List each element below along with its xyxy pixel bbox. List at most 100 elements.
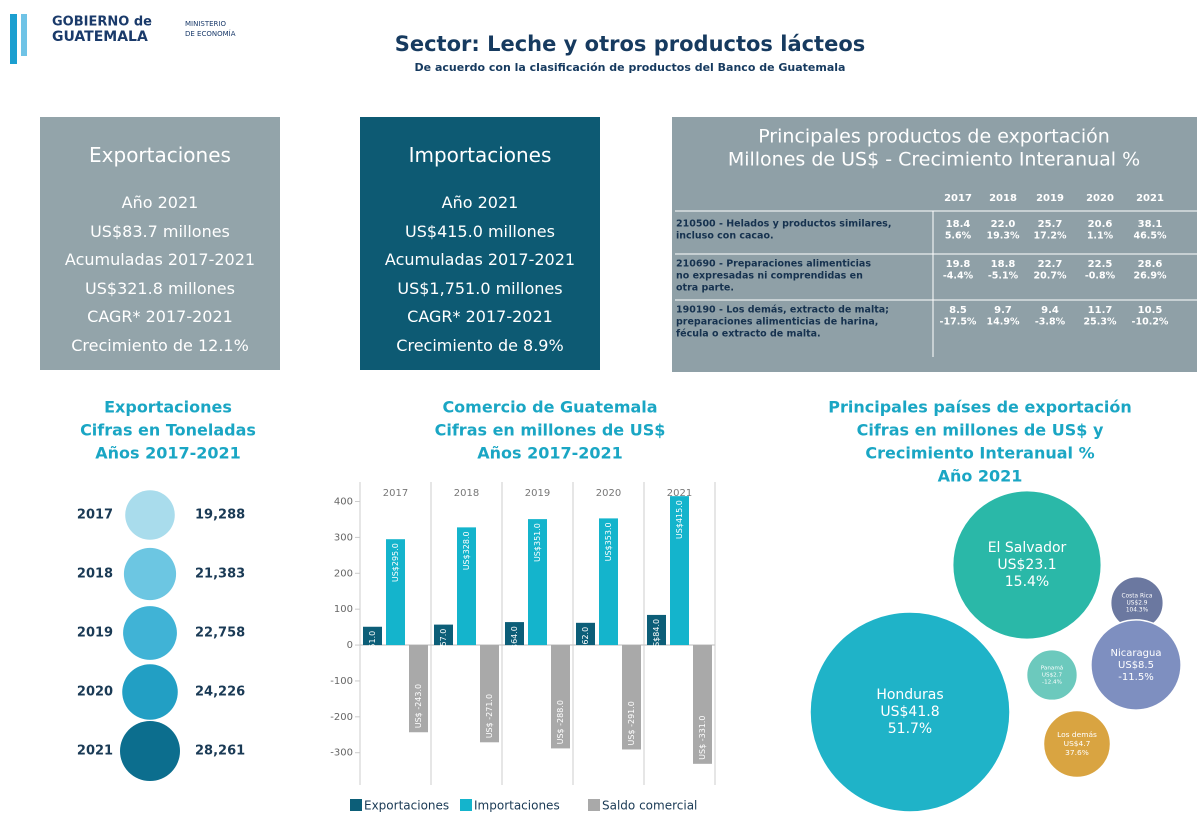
- y-tick-label: -300: [330, 748, 353, 759]
- import-card: Importaciones Año 2021 US$415.0 millones Ac…: [360, 117, 600, 370]
- country-growth: 51.7%: [888, 721, 932, 737]
- table-value: 18.4: [946, 219, 971, 230]
- legend-label: Saldo comercial: [602, 799, 697, 813]
- export-card: Exportaciones Año 2021 US$83.7 millones Acu…: [40, 117, 280, 370]
- country-value: US$4.7: [1064, 739, 1091, 748]
- table-product: 210690 - Preparaciones alimenticias: [676, 259, 871, 270]
- country-name: Costa Rica: [1122, 593, 1153, 599]
- table-growth: -17.5%: [940, 317, 977, 328]
- table-product: 210500 - Helados y productos similares,: [676, 219, 891, 230]
- bar-label: US$62.0: [581, 627, 590, 661]
- bar-label: US$415.0: [675, 500, 684, 539]
- chart-title: Cifras en millones de US$ y: [857, 421, 1104, 440]
- bar-label: US$ -331.0: [698, 715, 707, 759]
- bar: [622, 645, 641, 750]
- bar-label: US$57.0: [439, 629, 448, 663]
- bar-label: US$328.0: [462, 531, 471, 570]
- legend-swatch: [460, 799, 472, 811]
- country-name: Panamá: [1041, 665, 1064, 672]
- table-value: 9.7: [994, 305, 1012, 316]
- x-category: 2021: [667, 488, 692, 499]
- table-product: fécula o extracto de malta.: [676, 329, 821, 340]
- card-line: US$415.0 millones: [405, 221, 555, 241]
- chart-title: Comercio de Guatemala: [442, 398, 657, 417]
- bar: [647, 614, 666, 646]
- bar-label: US$353.0: [604, 522, 613, 561]
- chart-title: Años 2017-2021: [95, 444, 241, 463]
- logo-text: GUATEMALA: [52, 29, 148, 45]
- y-tick-label: 400: [334, 497, 353, 508]
- legend-label: Exportaciones: [364, 799, 449, 813]
- table-year: 2019: [1036, 193, 1064, 204]
- table-value: 28.6: [1138, 259, 1163, 270]
- table-value: 18.8: [991, 259, 1016, 270]
- tonnage-label: 22,758: [195, 626, 245, 641]
- card-line: US$321.8 millones: [85, 278, 235, 298]
- chart-title: Cifras en Toneladas: [80, 421, 256, 440]
- card-line: Año 2021: [441, 193, 519, 212]
- table-growth: 20.7%: [1034, 271, 1067, 282]
- bar: [480, 645, 499, 743]
- country-bubble: [951, 489, 1103, 641]
- country-growth: -12.4%: [1042, 679, 1063, 685]
- tonnage-label: 19,288: [195, 508, 245, 523]
- table-growth: 19.3%: [987, 231, 1020, 242]
- bar: [386, 539, 405, 646]
- table-value: 8.5: [949, 305, 967, 316]
- ministry-text: MINISTERIO: [185, 20, 226, 28]
- bar: [434, 624, 453, 646]
- table-value: 11.7: [1088, 305, 1113, 316]
- card-line: CAGR* 2017-2021: [407, 307, 553, 326]
- legend-swatch: [588, 799, 600, 811]
- table-growth: 1.1%: [1087, 231, 1114, 242]
- table-title: Millones de US$ - Crecimiento Interanual…: [728, 149, 1140, 171]
- table-box: [672, 117, 1197, 372]
- card-line: US$1,751.0 millones: [397, 278, 563, 298]
- chart-title: Crecimiento Interanual %: [865, 444, 1094, 463]
- table-year: 2020: [1086, 193, 1114, 204]
- logo-bar: [10, 14, 17, 64]
- card-line: Año 2021: [121, 193, 199, 212]
- bar-label: US$64.0: [510, 626, 519, 660]
- tonnage-bubble: [123, 606, 177, 660]
- y-tick-label: 300: [334, 532, 353, 543]
- tonnage-label: 21,383: [195, 567, 245, 582]
- country-bubble: [1090, 619, 1182, 711]
- bar: [505, 622, 524, 646]
- country-value: US$2.9: [1127, 601, 1148, 607]
- card-line: Acumuladas 2017-2021: [384, 250, 576, 269]
- card-line: CAGR* 2017-2021: [87, 307, 233, 326]
- bar: [363, 626, 382, 646]
- bar: [551, 645, 570, 749]
- chart-title: Años 2017-2021: [477, 444, 623, 463]
- country-bubble: [1025, 648, 1079, 702]
- bar: [457, 527, 476, 646]
- card-title: Exportaciones: [89, 143, 231, 167]
- country-value: US$41.8: [880, 704, 939, 720]
- year-label: 2021: [77, 744, 113, 759]
- table-growth: -3.8%: [1035, 317, 1066, 328]
- y-tick-label: 200: [334, 568, 353, 579]
- table-value: 22.5: [1088, 259, 1113, 270]
- bar-label: US$51.0: [368, 631, 377, 665]
- country-growth: 15.4%: [1005, 574, 1049, 590]
- country-bubble: [1042, 709, 1112, 779]
- page-subtitle: De acuerdo con la clasificación de produ…: [415, 61, 846, 74]
- tonnage-bubble: [123, 547, 177, 601]
- table-year: 2021: [1136, 193, 1164, 204]
- table-value: 19.8: [946, 259, 971, 270]
- table-growth: 17.2%: [1034, 231, 1067, 242]
- tonnage-bubble: [120, 721, 180, 781]
- bar-label: US$ -288.0: [556, 700, 565, 744]
- country-growth: -11.5%: [1118, 672, 1153, 683]
- tonnage-bubble: [122, 664, 178, 720]
- bar: [409, 645, 428, 733]
- country-value: US$8.5: [1118, 660, 1154, 671]
- table-year: 2017: [944, 193, 972, 204]
- table-growth: -4.4%: [943, 271, 974, 282]
- table-value: 22.7: [1038, 259, 1063, 270]
- table-value: 9.4: [1041, 305, 1059, 316]
- country-value: US$23.1: [997, 557, 1056, 573]
- y-tick-label: -200: [330, 712, 353, 723]
